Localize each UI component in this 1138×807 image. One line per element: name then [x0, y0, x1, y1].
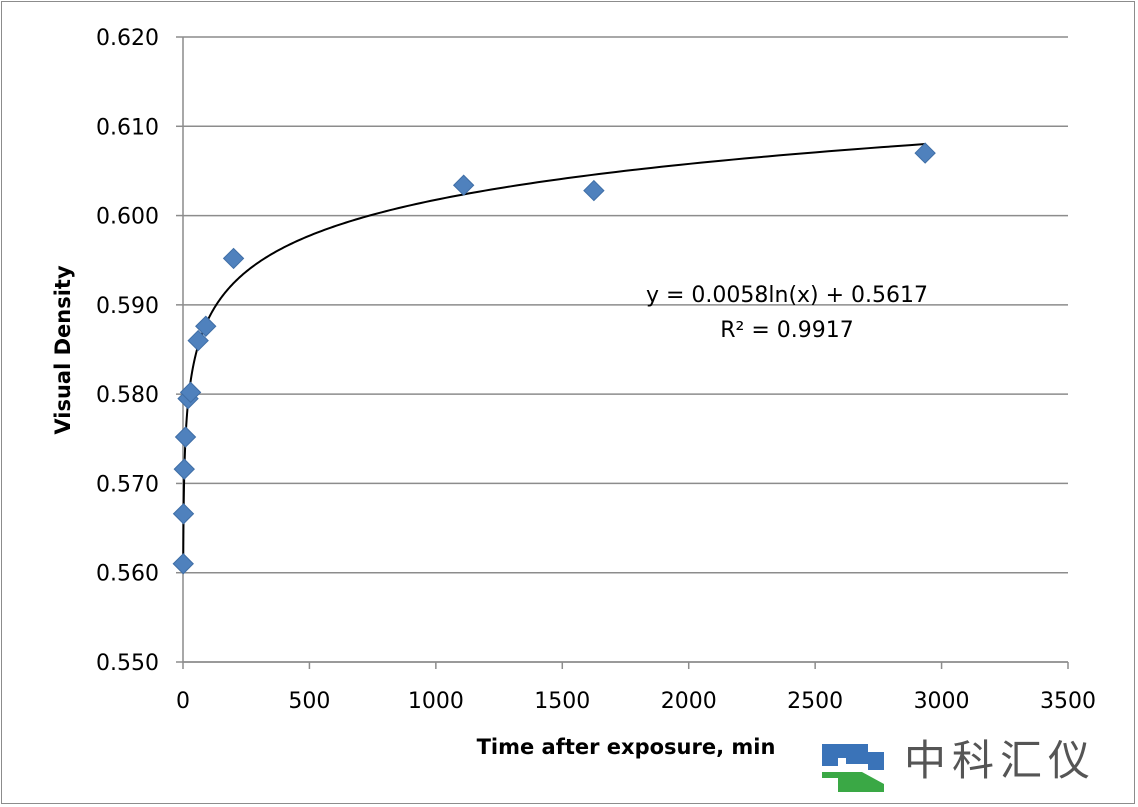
watermark-text: 中科汇仪	[904, 736, 1096, 785]
x-tick-label: 1500	[534, 689, 590, 714]
x-tick-label: 1000	[408, 689, 464, 714]
y-tick-label: 0.620	[96, 26, 159, 51]
data-point	[914, 142, 936, 164]
y-tick-label: 0.560	[96, 562, 159, 587]
x-axis-title: Time after exposure, min	[477, 735, 776, 759]
y-tick-label: 0.600	[96, 205, 159, 230]
y-tick-label: 0.580	[96, 383, 159, 408]
data-point	[452, 174, 475, 196]
data-point	[222, 247, 245, 270]
trendline	[182, 143, 926, 558]
data-point	[173, 458, 195, 480]
x-tick-label: 3500	[1040, 689, 1096, 714]
x-tick-label: 2500	[787, 689, 843, 714]
data-point	[583, 179, 605, 202]
y-tick-label: 0.550	[96, 651, 159, 676]
data-point	[172, 503, 195, 525]
y-tick-label: 0.610	[96, 115, 159, 140]
x-tick-label: 2000	[661, 689, 717, 714]
data-points	[172, 142, 936, 575]
axes	[182, 37, 1069, 669]
x-tick-label: 3000	[914, 689, 970, 714]
x-tick-label: 0	[176, 689, 190, 714]
y-tick-label: 0.590	[96, 294, 159, 319]
watermark: 中科汇仪	[822, 736, 1096, 792]
y-axis-title: Visual Density	[51, 265, 75, 435]
data-point	[172, 553, 194, 575]
data-point	[174, 426, 197, 448]
data-point	[187, 329, 209, 352]
data-point	[179, 381, 202, 404]
x-tick-labels: 0 500 1000 1500 2000 2500 3000 3500	[176, 689, 1096, 714]
x-tick-label: 500	[288, 689, 330, 714]
trendline-equation: y = 0.0058ln(x) + 0.5617	[646, 283, 928, 308]
gridlines	[176, 36, 1068, 663]
y-tick-labels: 0.550 0.560 0.570 0.580 0.590 0.600 0.610 0.620	[96, 26, 159, 676]
y-tick-label: 0.570	[96, 472, 159, 497]
data-point	[195, 315, 217, 337]
watermark-logo-icon	[822, 744, 884, 792]
trendline-r-squared: R² = 0.9917	[720, 318, 854, 343]
